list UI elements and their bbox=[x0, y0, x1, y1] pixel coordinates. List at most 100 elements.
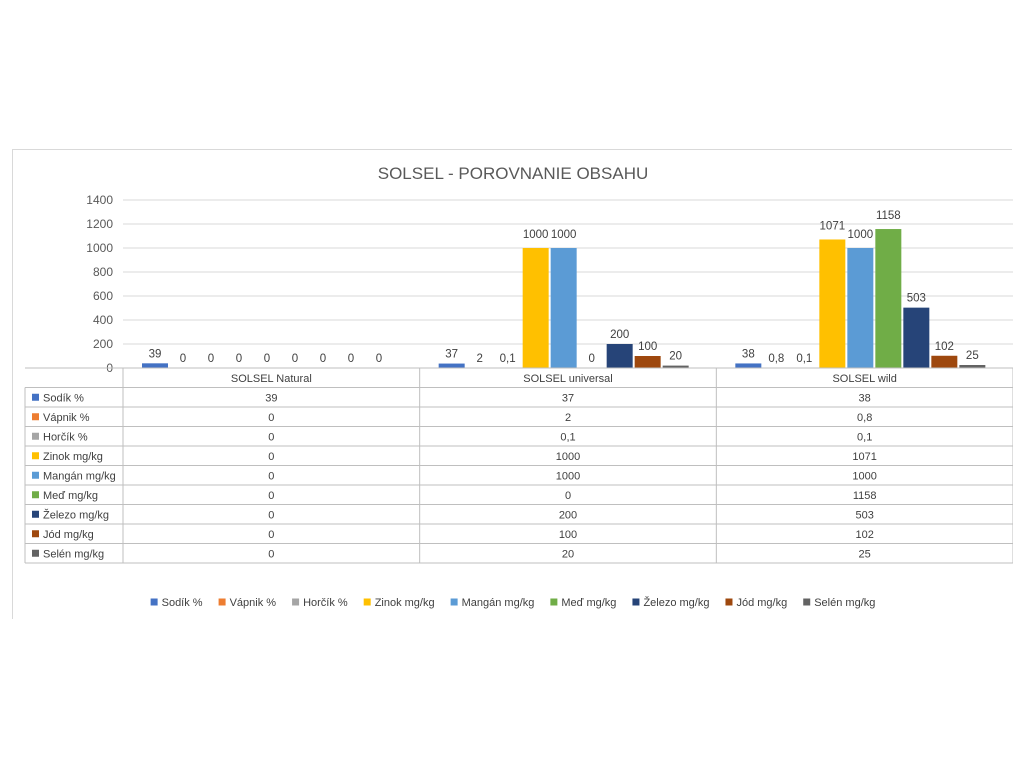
bar-value-label: 503 bbox=[907, 293, 926, 305]
table-cell: 1071 bbox=[852, 451, 876, 463]
y-tick-label: 200 bbox=[93, 337, 113, 351]
y-tick-label: 800 bbox=[93, 265, 113, 279]
legend-swatch bbox=[632, 598, 640, 606]
bar-value-label: 102 bbox=[935, 341, 954, 353]
table-cell: 0 bbox=[268, 470, 274, 482]
table-series-name: Železo mg/kg bbox=[43, 508, 109, 521]
bar-value-label: 37 bbox=[445, 349, 458, 361]
bar-value-label: 0 bbox=[376, 353, 382, 365]
table-cell: 0,8 bbox=[857, 412, 872, 424]
legend-swatch bbox=[150, 598, 158, 606]
bar-value-label: 1158 bbox=[876, 210, 901, 222]
bar-value-label: 0 bbox=[208, 353, 214, 365]
legend-swatch bbox=[725, 598, 733, 606]
bar bbox=[819, 239, 846, 368]
bar-value-label: 0,1 bbox=[796, 353, 812, 365]
table-cell: 0 bbox=[268, 412, 274, 424]
legend-swatch bbox=[292, 598, 300, 606]
table-cell: 0,1 bbox=[857, 431, 872, 443]
table-cell: 200 bbox=[559, 509, 577, 521]
legend-swatch bbox=[218, 598, 226, 606]
bar-value-label: 200 bbox=[610, 329, 629, 341]
category-label: SOLSEL wild bbox=[832, 373, 896, 385]
bar bbox=[875, 229, 902, 368]
table-series-name: Horčík % bbox=[43, 431, 88, 443]
bar-value-label: 0,1 bbox=[500, 353, 516, 365]
table-series-swatch bbox=[32, 510, 39, 518]
bar bbox=[959, 365, 986, 368]
bar-value-label: 1000 bbox=[523, 229, 549, 241]
table-cell: 2 bbox=[565, 412, 571, 424]
table-cell: 1000 bbox=[556, 470, 580, 482]
table-series-name: Jód mg/kg bbox=[43, 529, 94, 541]
table-cell: 38 bbox=[859, 392, 871, 404]
table-cell: 37 bbox=[562, 392, 574, 404]
table-cell: 20 bbox=[562, 548, 574, 560]
chart-frame: SOLSEL - POROVNANIE OBSAHU 0 200 400 600 800… bbox=[12, 149, 1013, 619]
table-cell: 25 bbox=[859, 548, 871, 560]
bar-value-label: 0,8 bbox=[768, 353, 784, 365]
bar bbox=[931, 355, 958, 368]
bar-value-label: 0 bbox=[236, 353, 242, 365]
bar bbox=[735, 363, 762, 368]
table-series-swatch bbox=[32, 393, 39, 401]
bar bbox=[903, 307, 930, 368]
bar bbox=[550, 248, 577, 368]
table-series-swatch bbox=[32, 432, 39, 440]
bar-value-label: 39 bbox=[149, 348, 162, 360]
bar-value-label: 0 bbox=[588, 353, 594, 365]
table-cell: 0,1 bbox=[560, 431, 575, 443]
chart-title: SOLSEL - POROVNANIE OBSAHU bbox=[378, 164, 649, 183]
data-table: SOLSEL Natural SOLSEL universal SOLSEL wil… bbox=[24, 367, 1013, 564]
bar-chart: SOLSEL - POROVNANIE OBSAHU 0200400600800… bbox=[24, 164, 1013, 609]
bar bbox=[847, 248, 874, 368]
bar bbox=[522, 248, 549, 368]
bar-value-label: 1071 bbox=[820, 220, 846, 232]
table-cell: 1000 bbox=[556, 451, 580, 463]
table-cell: 1158 bbox=[853, 490, 877, 502]
bar-value-label: 0 bbox=[264, 353, 270, 365]
category-label: SOLSEL Natural bbox=[231, 373, 312, 385]
bar-value-label: 0 bbox=[180, 353, 186, 365]
bar bbox=[662, 365, 689, 368]
legend: Sodík % Vápnik % Horčík % Zinok mg/kg Mangán… bbox=[150, 596, 875, 609]
table-cell: 39 bbox=[265, 392, 277, 404]
legend-label: Zinok mg/kg bbox=[375, 597, 435, 609]
table-cell: 0 bbox=[268, 529, 274, 541]
bar bbox=[142, 363, 168, 368]
table-cell: 0 bbox=[268, 451, 274, 463]
legend-swatch bbox=[550, 598, 558, 606]
legend-label: Meď mg/kg bbox=[561, 597, 616, 609]
legend-swatch bbox=[450, 598, 458, 606]
table-series-swatch bbox=[32, 549, 39, 557]
bar-value-label: 38 bbox=[742, 348, 755, 360]
bar bbox=[606, 344, 633, 368]
bars bbox=[142, 229, 986, 368]
legend-label: Vápnik % bbox=[230, 597, 277, 609]
bar-value-label: 25 bbox=[966, 350, 979, 362]
bar-value-label: 0 bbox=[292, 353, 298, 365]
table-cell: 0 bbox=[268, 490, 274, 502]
table-cell: 0 bbox=[565, 490, 571, 502]
category-label: SOLSEL universal bbox=[523, 373, 612, 385]
y-tick-label: 1000 bbox=[86, 241, 113, 255]
bar-value-label: 20 bbox=[669, 351, 682, 363]
table-series-swatch bbox=[32, 530, 39, 538]
table-series-name: Vápnik % bbox=[43, 412, 90, 424]
table-series-swatch bbox=[32, 452, 39, 460]
bar-value-label: 1000 bbox=[551, 229, 577, 241]
legend-label: Železo mg/kg bbox=[643, 596, 709, 609]
bar bbox=[438, 363, 465, 368]
table-series-name: Mangán mg/kg bbox=[43, 470, 116, 482]
table-cell: 100 bbox=[559, 529, 577, 541]
bar bbox=[634, 356, 661, 368]
y-tick-label: 600 bbox=[93, 289, 113, 303]
table-cell: 1000 bbox=[852, 470, 876, 482]
table-series-swatch bbox=[32, 471, 39, 479]
bar-value-label: 100 bbox=[638, 341, 657, 353]
legend-label: Jód mg/kg bbox=[736, 597, 787, 609]
bar-value-label: 2 bbox=[476, 353, 482, 365]
table-series-swatch bbox=[32, 413, 39, 421]
table-series-swatch bbox=[32, 491, 39, 499]
